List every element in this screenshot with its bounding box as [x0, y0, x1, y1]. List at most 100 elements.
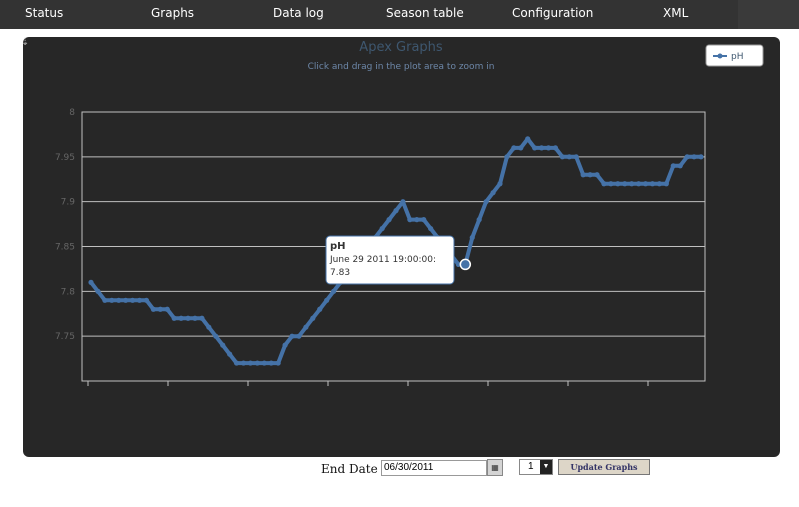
tooltip-box — [325, 235, 455, 285]
data-point — [102, 297, 108, 303]
data-point — [483, 199, 489, 205]
legend[interactable]: pH — [705, 44, 764, 67]
y-tick-label: 7.75 — [55, 332, 75, 342]
data-point — [206, 324, 212, 330]
data-point — [275, 360, 281, 366]
data-point — [233, 360, 240, 366]
chart[interactable]: Apex Graphs Click and drag in the plot a… — [0, 0, 799, 457]
nav-graphs[interactable]: Graphs — [151, 6, 195, 20]
data-point — [150, 306, 156, 312]
data-point — [129, 297, 136, 303]
days-select[interactable]: 1 ▼ — [519, 459, 553, 475]
chevron-down-icon: ▼ — [540, 460, 552, 474]
data-point — [157, 306, 163, 312]
chart-subtitle: Click and drag in the plot area to zoom … — [308, 62, 495, 72]
data-point — [601, 181, 607, 187]
data-point — [566, 154, 572, 160]
data-point — [331, 288, 337, 294]
data-point — [469, 234, 475, 241]
data-point — [532, 145, 538, 151]
x-tick-marks — [87, 381, 649, 386]
data-point — [455, 261, 461, 268]
legend-box — [705, 44, 764, 67]
data-point — [545, 145, 552, 151]
controls-bar: End Date 06/30/2011 ▦ 1 ▼ Update Graphs — [0, 457, 799, 507]
data-point — [192, 315, 198, 321]
nav-status[interactable]: Status — [25, 6, 64, 20]
data-point — [282, 342, 288, 348]
data-point — [573, 154, 579, 160]
data-point — [407, 217, 413, 223]
data-point — [421, 217, 427, 223]
data-point — [143, 297, 150, 303]
data-point — [386, 217, 392, 223]
data-point — [116, 297, 122, 303]
data-point — [393, 208, 399, 214]
data-point — [511, 145, 517, 151]
calendar-icon[interactable]: ▦ — [487, 459, 503, 476]
nav-filler — [738, 0, 799, 29]
data-point — [615, 181, 621, 187]
data-point — [227, 351, 233, 357]
data-point — [670, 163, 676, 169]
data-point — [684, 154, 690, 160]
days-select-value: 1 — [528, 461, 534, 472]
tooltip-date: June 29 2011 19:00:00: — [329, 255, 436, 265]
top-nav: Status Graphs Data log Season table Conf… — [0, 0, 738, 29]
data-point — [580, 172, 586, 178]
data-point — [663, 181, 669, 187]
data-point — [642, 181, 649, 187]
data-point — [289, 333, 295, 339]
data-point — [303, 324, 309, 330]
data-point — [199, 315, 205, 321]
data-point — [476, 217, 482, 223]
data-point — [649, 181, 656, 187]
data-point — [559, 154, 565, 160]
data-point — [490, 190, 496, 196]
end-date-input[interactable]: 06/30/2011 — [381, 460, 487, 476]
data-point — [324, 297, 330, 303]
nav-season-table[interactable]: Season table — [386, 6, 464, 20]
y-tick-label: 7.95 — [55, 153, 75, 163]
data-point — [698, 154, 704, 160]
data-point — [220, 342, 226, 348]
data-point — [261, 360, 267, 366]
data-point — [400, 199, 406, 205]
nav-data-log[interactable]: Data log — [273, 6, 324, 20]
update-graphs-button[interactable]: Update Graphs — [558, 459, 650, 475]
nav-configuration[interactable]: Configuration — [512, 6, 594, 20]
data-point — [518, 145, 524, 151]
legend-marker — [717, 53, 723, 59]
data-point — [552, 145, 559, 151]
data-point — [178, 315, 184, 321]
y-tick-label: 7.9 — [61, 198, 76, 208]
y-tick-labels: 8 7.95 7.9 7.85 7.8 7.75 — [55, 108, 75, 342]
data-point — [109, 297, 115, 303]
data-point — [268, 360, 274, 366]
data-point — [317, 306, 323, 312]
data-point — [95, 288, 101, 294]
highlighted-point[interactable] — [459, 258, 472, 271]
tooltip-value: 7.83 — [330, 268, 350, 278]
data-point — [164, 306, 170, 312]
data-point — [587, 172, 593, 178]
data-point — [414, 217, 420, 223]
data-point — [185, 315, 191, 321]
legend-label: pH — [731, 52, 743, 62]
data-point — [636, 181, 642, 187]
data-point — [622, 181, 628, 187]
data-point — [656, 181, 663, 187]
y-tick-label: 8 — [69, 108, 75, 118]
y-tick-label: 7.85 — [55, 243, 75, 253]
tooltip: pH June 29 2011 19:00:00: 7.83 — [325, 235, 455, 285]
data-point — [608, 181, 614, 187]
nav-xml[interactable]: XML — [663, 6, 689, 20]
export-icon[interactable]: ⇣ — [21, 37, 30, 48]
data-point — [677, 163, 683, 169]
data-point — [88, 279, 94, 285]
data-point — [310, 315, 316, 321]
data-point — [497, 181, 503, 187]
data-point — [525, 136, 531, 142]
data-point — [504, 154, 510, 160]
tooltip-series: pH — [330, 241, 346, 252]
